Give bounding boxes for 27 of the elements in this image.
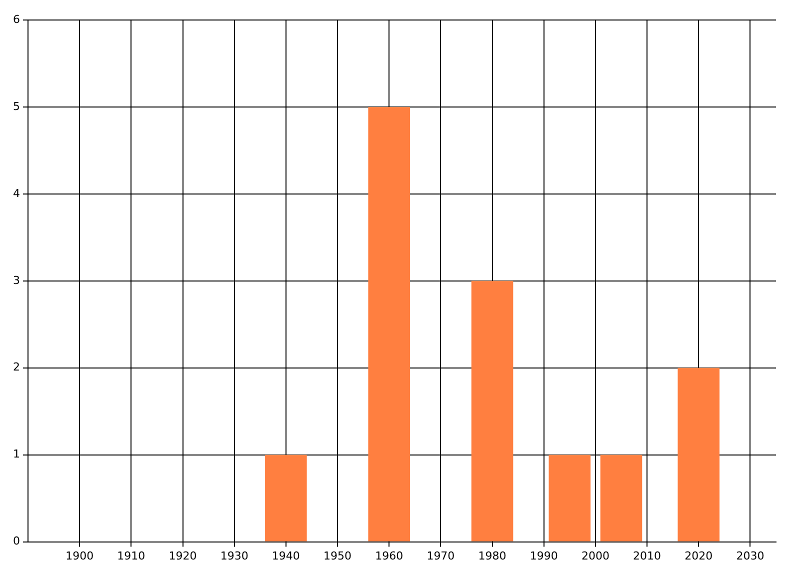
x-tick-label: 1940 [272,549,300,562]
y-tick-label: 6 [13,12,20,26]
x-tick-label: 1970 [426,549,455,562]
bar [265,454,307,542]
x-tick-label: 1920 [168,549,197,562]
y-tick-label: 5 [13,100,20,113]
x-tick-label: 2010 [633,549,662,562]
x-tick-label: 2020 [684,549,713,562]
bar [368,106,410,542]
x-tick-label: 1950 [324,549,352,562]
x-tick-label: 2030 [736,549,764,562]
bar [600,454,642,542]
x-tick-label: 1960 [375,549,404,562]
x-tick-label: 1980 [478,549,506,562]
y-tick-label: 3 [13,274,20,287]
y-tick-label: 2 [13,360,20,374]
x-tick-label: 1900 [66,549,94,562]
bar [548,454,591,542]
y-tick-label: 4 [13,186,20,200]
y-tick-label: 0 [13,534,20,548]
y-tick-label: 1 [13,448,20,461]
x-tick-label: 1910 [117,549,146,562]
x-tick-label: 1990 [530,549,558,562]
x-tick-label: 1930 [220,549,248,562]
x-tick-label: 2000 [581,549,610,562]
bar [678,368,720,542]
bar [471,280,514,542]
